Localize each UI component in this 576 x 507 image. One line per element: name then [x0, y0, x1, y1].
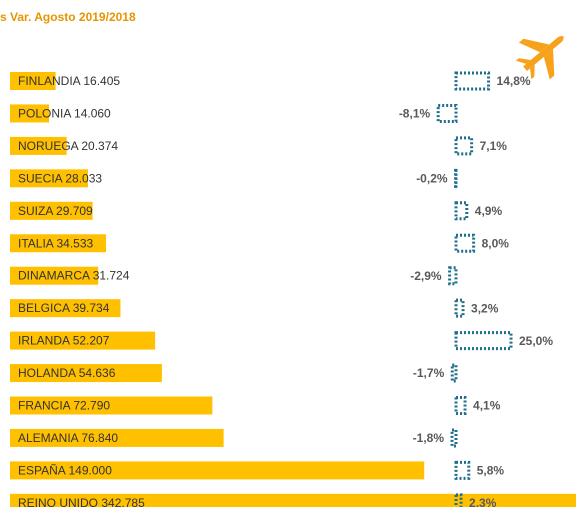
value-label: 72.790 — [73, 399, 110, 413]
bar — [10, 234, 107, 253]
bar — [10, 169, 88, 188]
bar — [10, 201, 93, 220]
bar-label: BELGICA 39.734 — [18, 301, 110, 315]
bar — [10, 299, 121, 318]
plane-icon — [515, 36, 564, 80]
variation-bar — [454, 331, 513, 351]
bar-label: SUIZA 29.709 — [18, 204, 93, 218]
bar — [10, 331, 156, 350]
category-label: SUECIA — [18, 172, 63, 186]
bar-label: IRLANDA 52.207 — [18, 334, 110, 348]
category-label: BELGICA — [18, 301, 70, 315]
value-label: 54.636 — [79, 366, 116, 380]
variation-bar — [448, 266, 458, 286]
category-label: ESPAÑA — [18, 464, 66, 478]
variation-label: 2,3% — [469, 496, 497, 507]
bar — [10, 493, 576, 507]
category-label: ITALIA — [18, 236, 54, 250]
category-label: FINLANDIA — [18, 74, 81, 88]
value-label: 14.060 — [74, 107, 111, 121]
bar-label: POLONIA 14.060 — [18, 107, 111, 121]
value-label: 31.724 — [93, 269, 130, 283]
bar-label: REINO UNIDO 342.785 — [18, 496, 145, 507]
bar — [10, 266, 99, 285]
category-label: REINO UNIDO — [18, 496, 98, 507]
bar-label: FRANCIA 72.790 — [18, 399, 110, 413]
bar-label: NORUEGA 20.374 — [18, 139, 118, 153]
variation-label: -8,1% — [399, 107, 431, 121]
variation-bar — [454, 136, 474, 156]
variation-label: -2,9% — [410, 269, 442, 283]
bar — [10, 396, 213, 415]
variation-bar — [454, 460, 471, 480]
bar-label: ITALIA 34.533 — [18, 236, 94, 250]
variation-label: 8,0% — [482, 236, 510, 250]
variation-bar — [454, 71, 491, 91]
category-label: POLONIA — [18, 107, 71, 121]
variation-label: 7,1% — [480, 139, 508, 153]
bar — [10, 104, 50, 123]
variation-bar — [450, 428, 458, 448]
bar-label: HOLANDA 54.636 — [18, 366, 116, 380]
bar-label: SUECIA 28.033 — [18, 172, 102, 186]
variation-bar — [454, 396, 467, 415]
category-label: IRLANDA — [18, 334, 70, 348]
variation-bar — [454, 298, 465, 318]
category-label: NORUEGA — [18, 139, 79, 153]
bar — [10, 428, 224, 447]
value-label: 34.533 — [56, 236, 93, 250]
variation-label: 3,2% — [471, 301, 499, 315]
bar-label: ALEMANIA 76.840 — [18, 431, 118, 445]
chart-title: s Var. Agosto 2019/2018 — [0, 10, 136, 24]
bar-label: DINAMARCA 31.724 — [18, 269, 130, 283]
variation-bar — [436, 103, 458, 123]
category-label: SUIZA — [18, 204, 53, 218]
variation-bar — [454, 201, 469, 221]
category-label: HOLANDA — [18, 366, 76, 380]
variation-label: 4,1% — [473, 399, 501, 413]
value-label: 20.374 — [81, 139, 118, 153]
category-label: ALEMANIA — [18, 431, 79, 445]
bar-label: ESPAÑA 149.000 — [18, 464, 112, 478]
variation-bar — [454, 233, 476, 253]
variation-label: 25,0% — [519, 334, 553, 348]
value-label: 342.785 — [101, 496, 145, 507]
value-label: 29.709 — [56, 204, 93, 218]
variation-label: 5,8% — [477, 464, 505, 478]
category-label: DINAMARCA — [18, 269, 90, 283]
value-label: 16.405 — [83, 74, 120, 88]
bar — [10, 364, 162, 383]
variation-label: -1,7% — [413, 366, 445, 380]
variation-label: -1,8% — [413, 431, 445, 445]
variation-label: 4,9% — [475, 204, 503, 218]
variation-label: -0,2% — [416, 172, 448, 186]
variation-bar — [454, 493, 463, 507]
category-label: FRANCIA — [18, 399, 71, 413]
value-label: 76.840 — [81, 431, 118, 445]
bar — [10, 72, 56, 90]
value-label: 39.734 — [73, 301, 110, 315]
value-label: 149.000 — [68, 464, 112, 478]
value-label: 52.207 — [73, 334, 110, 348]
bars: 14,8% -8,1% 7,1% -0,2% 4,9% 8,0% -2,9% 3,2% 25,0… — [10, 71, 576, 507]
value-label: 28.033 — [65, 172, 102, 186]
variation-label: 14,8% — [497, 74, 531, 88]
variation-bar — [450, 363, 458, 383]
bar-label: FINLANDIA 16.405 — [18, 74, 120, 88]
bar — [10, 461, 425, 480]
bar — [10, 136, 67, 155]
